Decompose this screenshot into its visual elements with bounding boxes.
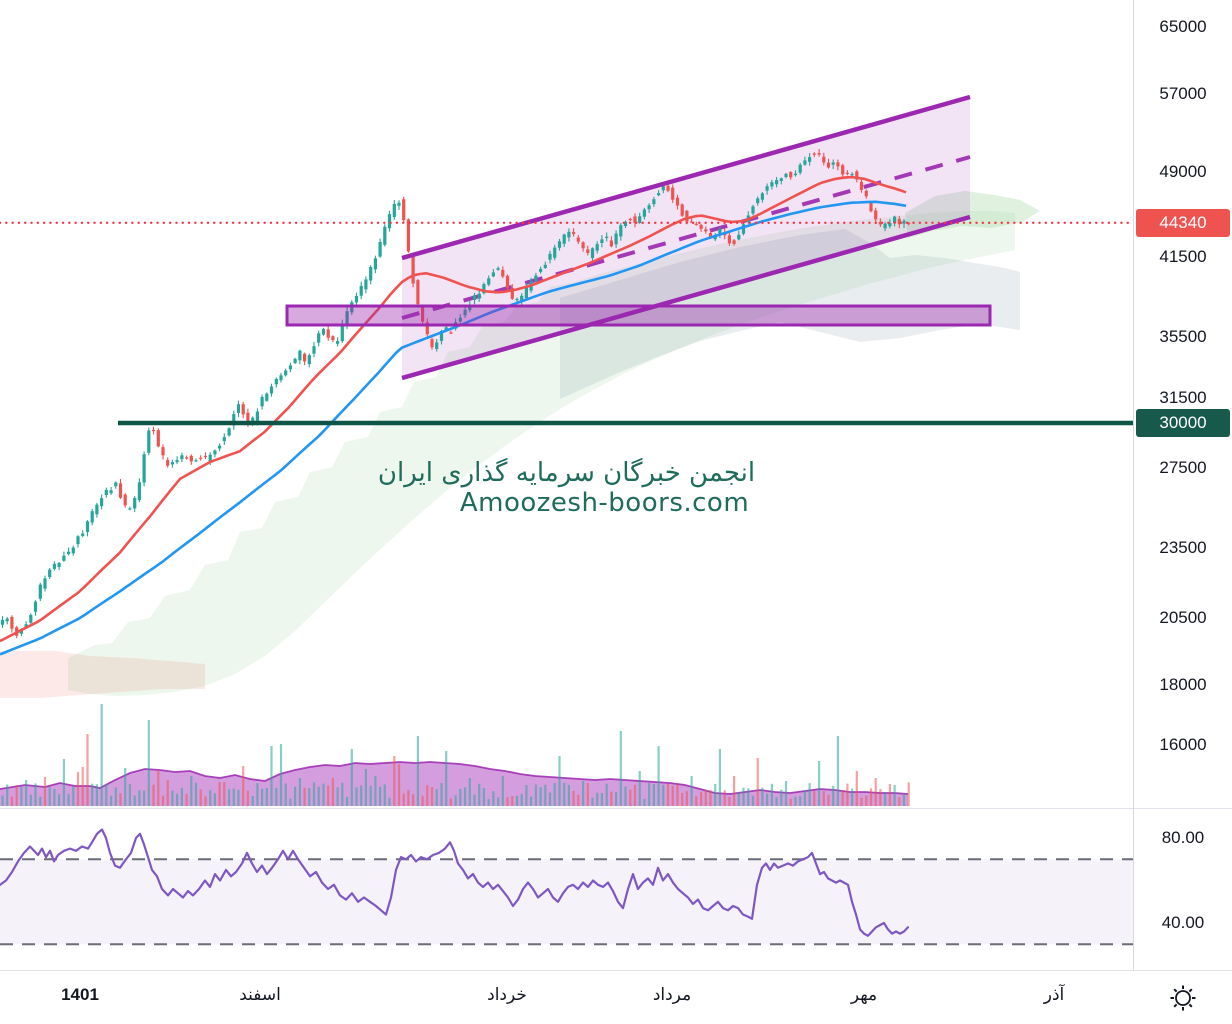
main-chart-pane[interactable] (0, 0, 1133, 970)
rectangle-zone[interactable] (285, 304, 992, 327)
time-axis[interactable]: 1401 اسفند خرداد مرداد مهر آذر (0, 971, 1232, 1024)
theme-sun-icon[interactable] (1168, 983, 1198, 1013)
channel-top-line[interactable] (401, 94, 971, 261)
level-price-badge: 30000 (1136, 409, 1230, 437)
price-tick-label: 18000 (1159, 675, 1207, 694)
price-tick-label: 31500 (1159, 388, 1207, 407)
price-tick-label: 41500 (1159, 247, 1207, 266)
last-price-badge: 44340 (1136, 209, 1230, 237)
time-axis-month-label: اسفند (239, 985, 281, 1005)
price-tick-label: 57000 (1159, 84, 1207, 103)
price-axis[interactable]: 44340 30000 65000 57000 49000 41500 35500 315… (1134, 0, 1232, 1024)
price-axis-border (1133, 0, 1134, 1024)
price-tick-label: 49000 (1159, 162, 1207, 181)
rsi-pane[interactable] (0, 828, 1133, 946)
time-axis-month-label: خرداد (487, 985, 527, 1005)
price-tick-label: 35500 (1159, 327, 1207, 346)
rsi-line (0, 828, 910, 937)
pane-separator-volume-rsi[interactable] (0, 808, 1232, 809)
candlestick-series (0, 149, 911, 639)
channel-bottom-line[interactable] (401, 214, 971, 381)
rsi-tick-label: 40.00 (1161, 913, 1205, 932)
price-tick-label: 16000 (1159, 735, 1207, 754)
price-tick-label: 23500 (1159, 538, 1207, 557)
price-tick-label: 20500 (1159, 608, 1207, 627)
ma-fast-line (0, 175, 907, 643)
rsi-tick-label: 80.00 (1161, 828, 1205, 847)
time-axis-year-label: 1401 (61, 985, 99, 1004)
time-axis-month-label: مرداد (652, 985, 692, 1005)
time-axis-month-label: آذر (1043, 985, 1065, 1005)
axis-corner[interactable] (1134, 971, 1232, 1024)
pane-separator-time-axis (0, 970, 1232, 971)
price-tick-label: 27500 (1159, 458, 1207, 477)
volume-ma-area (0, 761, 909, 806)
price-tick-label: 65000 (1159, 17, 1207, 36)
volume-bars (1, 704, 910, 806)
ma-slow-line (0, 200, 907, 656)
time-axis-month-label: مهر (850, 985, 878, 1005)
